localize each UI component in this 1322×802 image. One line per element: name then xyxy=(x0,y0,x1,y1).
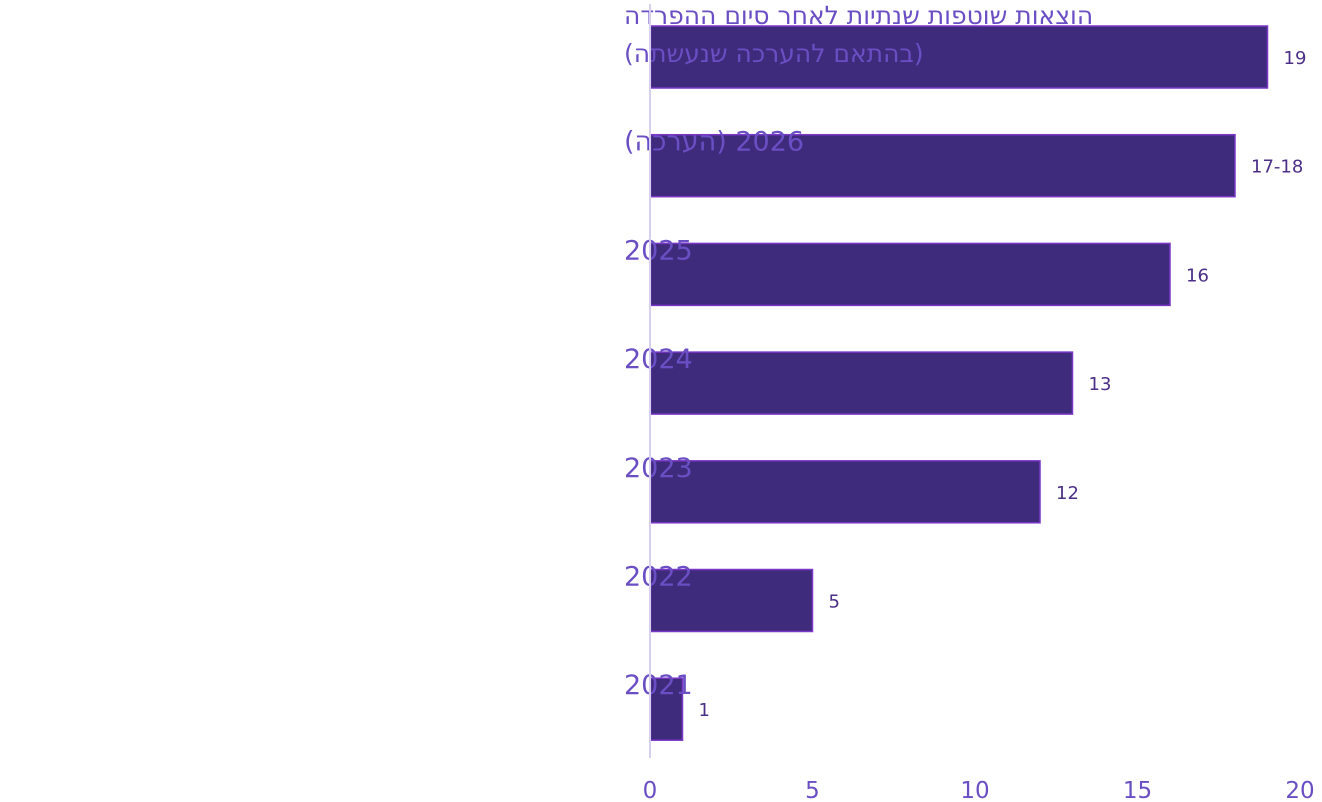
value-label-row-0: 19 xyxy=(1284,48,1307,69)
value-label-2026: 17-18 xyxy=(1251,157,1303,178)
category-label-2022: 2022 xyxy=(624,562,693,593)
value-label-2021: 1 xyxy=(699,700,710,721)
value-label-2023: 12 xyxy=(1056,483,1079,504)
category-label-2021: 2021 xyxy=(624,670,693,701)
value-labels-group: 19 17-18 16 13 12 5 1 xyxy=(699,48,1307,721)
category-label-row-0: הוצאות שוטפות שנתיות לאחר סיום ההפרדה (בה… xyxy=(624,1,1093,68)
category-label-2023: 2023 xyxy=(624,453,693,484)
x-tick-label-5: 5 xyxy=(805,778,820,802)
x-tick-label-0: 0 xyxy=(643,778,658,802)
category-label-2025: 2025 xyxy=(624,235,693,266)
bar-2021 xyxy=(649,677,684,741)
value-label-2024: 13 xyxy=(1089,374,1112,395)
bar-2023 xyxy=(649,460,1041,524)
bar-row-0 xyxy=(649,25,1269,89)
x-axis-ticks-group: 0 5 10 15 20 xyxy=(643,778,1315,802)
bar-2024 xyxy=(649,351,1074,415)
bar-2026 xyxy=(649,133,1236,198)
x-tick-label-15: 15 xyxy=(1123,778,1152,802)
bar-2025 xyxy=(649,242,1171,307)
category-labels-group: הוצאות שוטפות שנתיות לאחר סיום ההפרדה (בה… xyxy=(624,1,1093,701)
bars-group xyxy=(649,25,1269,741)
category-label-2026: 2026 (הערכה) xyxy=(624,127,804,158)
x-tick-label-10: 10 xyxy=(960,778,989,802)
x-tick-label-20: 20 xyxy=(1285,778,1314,802)
category-label-2024: 2024 xyxy=(624,344,693,375)
value-label-2025: 16 xyxy=(1186,265,1209,286)
value-label-2022: 5 xyxy=(829,592,840,613)
